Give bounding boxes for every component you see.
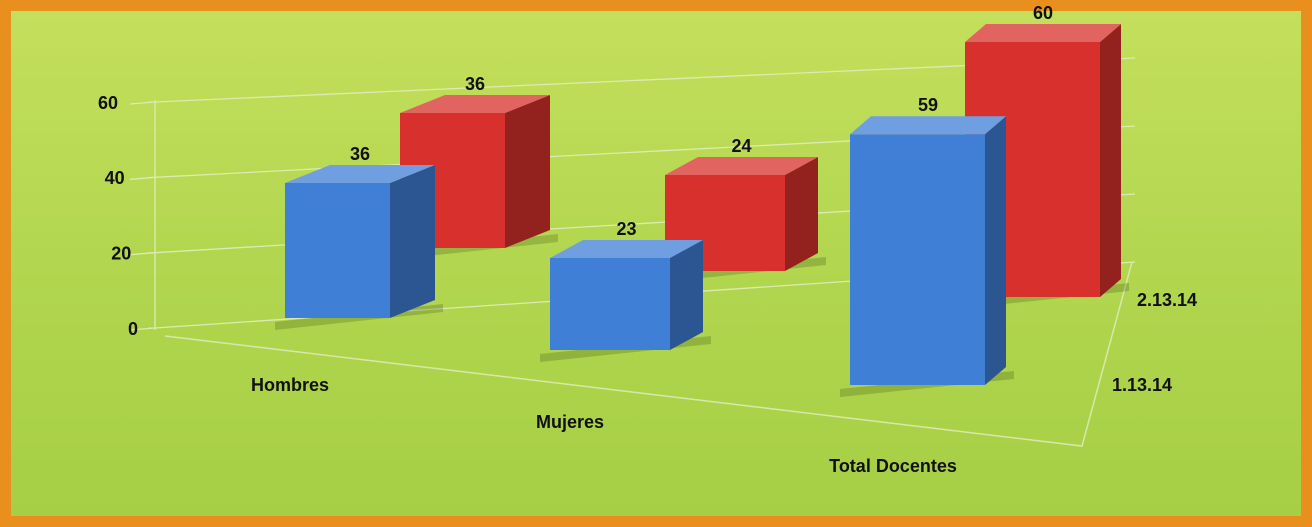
data-label: 36 (350, 144, 370, 164)
bar-top (550, 240, 703, 258)
bar-side (785, 157, 818, 271)
bar-side (390, 165, 435, 318)
bar-top (965, 24, 1121, 42)
x-tick-label: Hombres (251, 375, 329, 395)
bar-front (850, 134, 985, 385)
bar-side (505, 95, 550, 248)
depth-tick-label: 2.13.14 (1137, 290, 1197, 310)
x-tick-label: Total Docentes (829, 456, 957, 476)
data-label: 60 (1033, 3, 1053, 23)
bar-top (285, 165, 435, 183)
bar-side (670, 240, 703, 350)
bar-front (550, 258, 670, 350)
data-label: 59 (918, 95, 938, 115)
x-tick-label: Mujeres (536, 412, 604, 432)
bar-front (285, 183, 390, 318)
depth-tick-label: 1.13.14 (1112, 375, 1172, 395)
data-label: 24 (731, 136, 751, 156)
bar-side (1100, 24, 1121, 297)
y-tick-label: 20 (111, 243, 131, 263)
y-tick-label: 60 (98, 93, 118, 113)
y-tick-label: 40 (105, 168, 125, 188)
bar-top (665, 157, 818, 175)
floor-edge (164, 261, 1133, 447)
bar-side (985, 116, 1006, 385)
y-tick-label: 0 (128, 319, 138, 339)
bar-top (400, 95, 550, 113)
data-label: 23 (616, 219, 636, 239)
data-label: 36 (465, 74, 485, 94)
bar-top (850, 116, 1006, 135)
